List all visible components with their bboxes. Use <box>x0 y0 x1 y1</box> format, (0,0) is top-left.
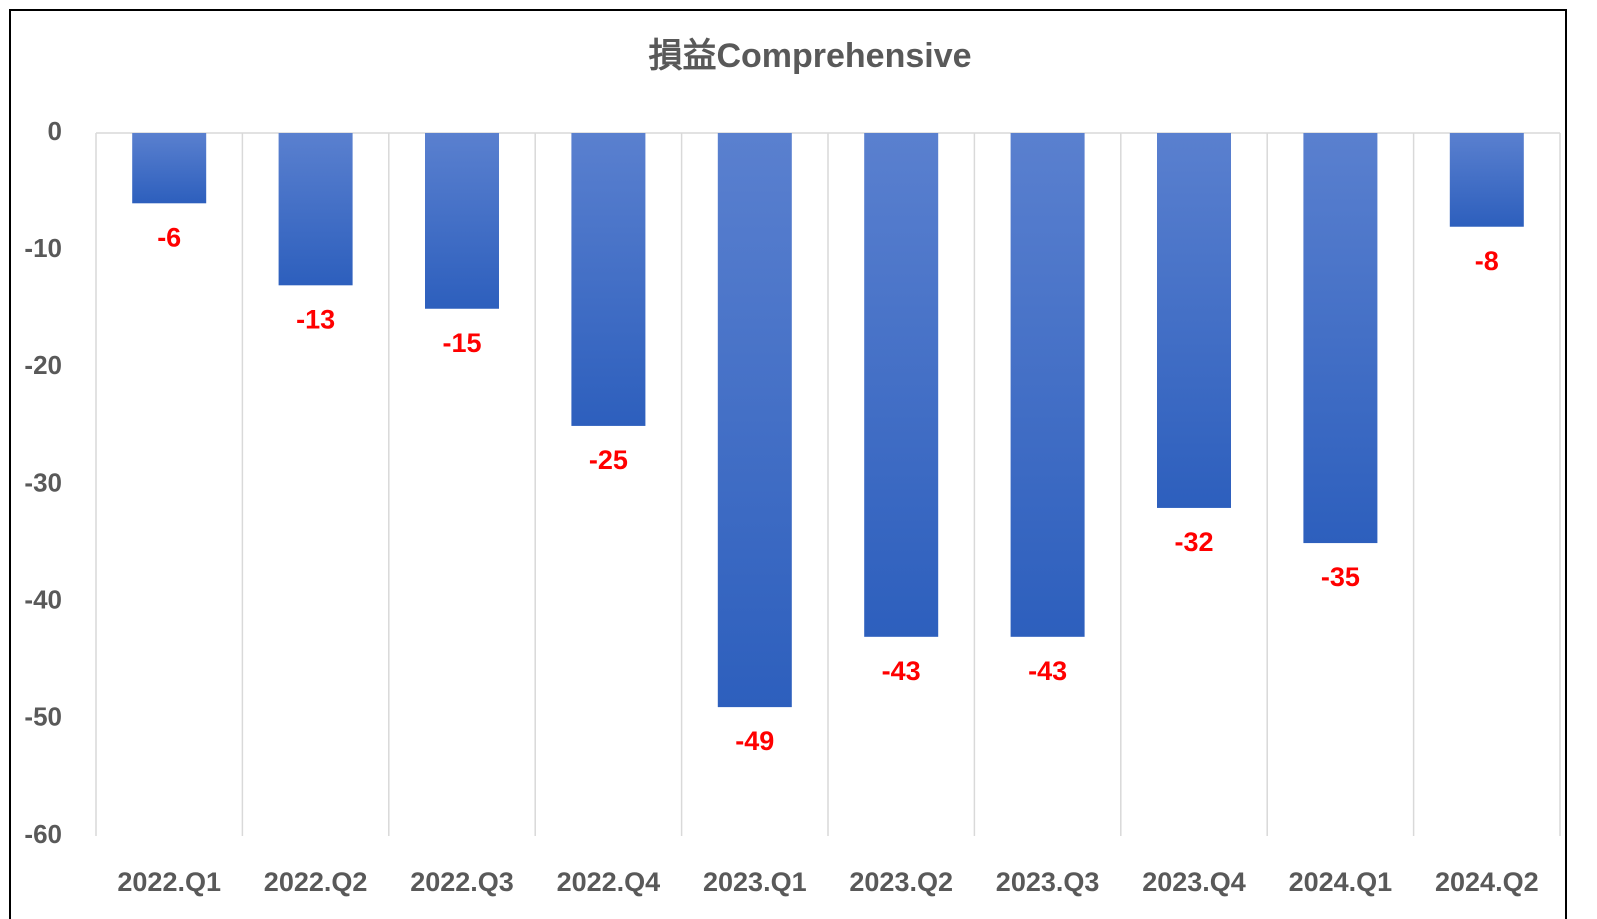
x-tick-label: 2022.Q2 <box>264 867 368 897</box>
y-tick-label: 0 <box>48 116 62 146</box>
x-tick-label: 2023.Q3 <box>996 867 1100 897</box>
x-tick-label: 2022.Q3 <box>410 867 514 897</box>
bar <box>425 133 499 309</box>
x-tick-label: 2023.Q4 <box>1142 867 1246 897</box>
bar <box>1303 133 1378 544</box>
data-label: -43 <box>882 656 921 686</box>
y-tick-label: -60 <box>24 819 62 849</box>
data-label: -15 <box>442 328 481 358</box>
data-label: -49 <box>735 726 774 756</box>
bar <box>1449 133 1524 227</box>
bar <box>571 133 646 426</box>
data-label: -8 <box>1475 246 1499 276</box>
data-label: -13 <box>296 304 335 334</box>
x-tick-label: 2022.Q4 <box>557 867 661 897</box>
bar <box>1157 133 1231 508</box>
y-tick-label: -40 <box>24 585 62 615</box>
x-tick-label: 2023.Q2 <box>849 867 953 897</box>
y-tick-label: -10 <box>24 233 62 263</box>
data-label: -43 <box>1028 656 1067 686</box>
data-label: -25 <box>589 445 628 475</box>
bar <box>1010 133 1085 637</box>
x-tick-label: 2024.Q1 <box>1289 867 1393 897</box>
x-tick-label: 2022.Q1 <box>117 867 221 897</box>
y-tick-label: -50 <box>24 702 62 732</box>
data-label: -6 <box>157 222 181 252</box>
data-label: -35 <box>1321 562 1360 592</box>
data-label: -32 <box>1174 527 1213 557</box>
bar <box>278 133 353 286</box>
chart-title: 損益Comprehensive <box>648 37 971 75</box>
bar <box>864 133 939 637</box>
x-tick-label: 2024.Q2 <box>1435 867 1539 897</box>
y-tick-label: -30 <box>24 467 62 497</box>
y-tick-label: -20 <box>24 350 62 380</box>
bar <box>132 133 207 204</box>
bar <box>717 133 792 708</box>
x-tick-label: 2023.Q1 <box>703 867 807 897</box>
